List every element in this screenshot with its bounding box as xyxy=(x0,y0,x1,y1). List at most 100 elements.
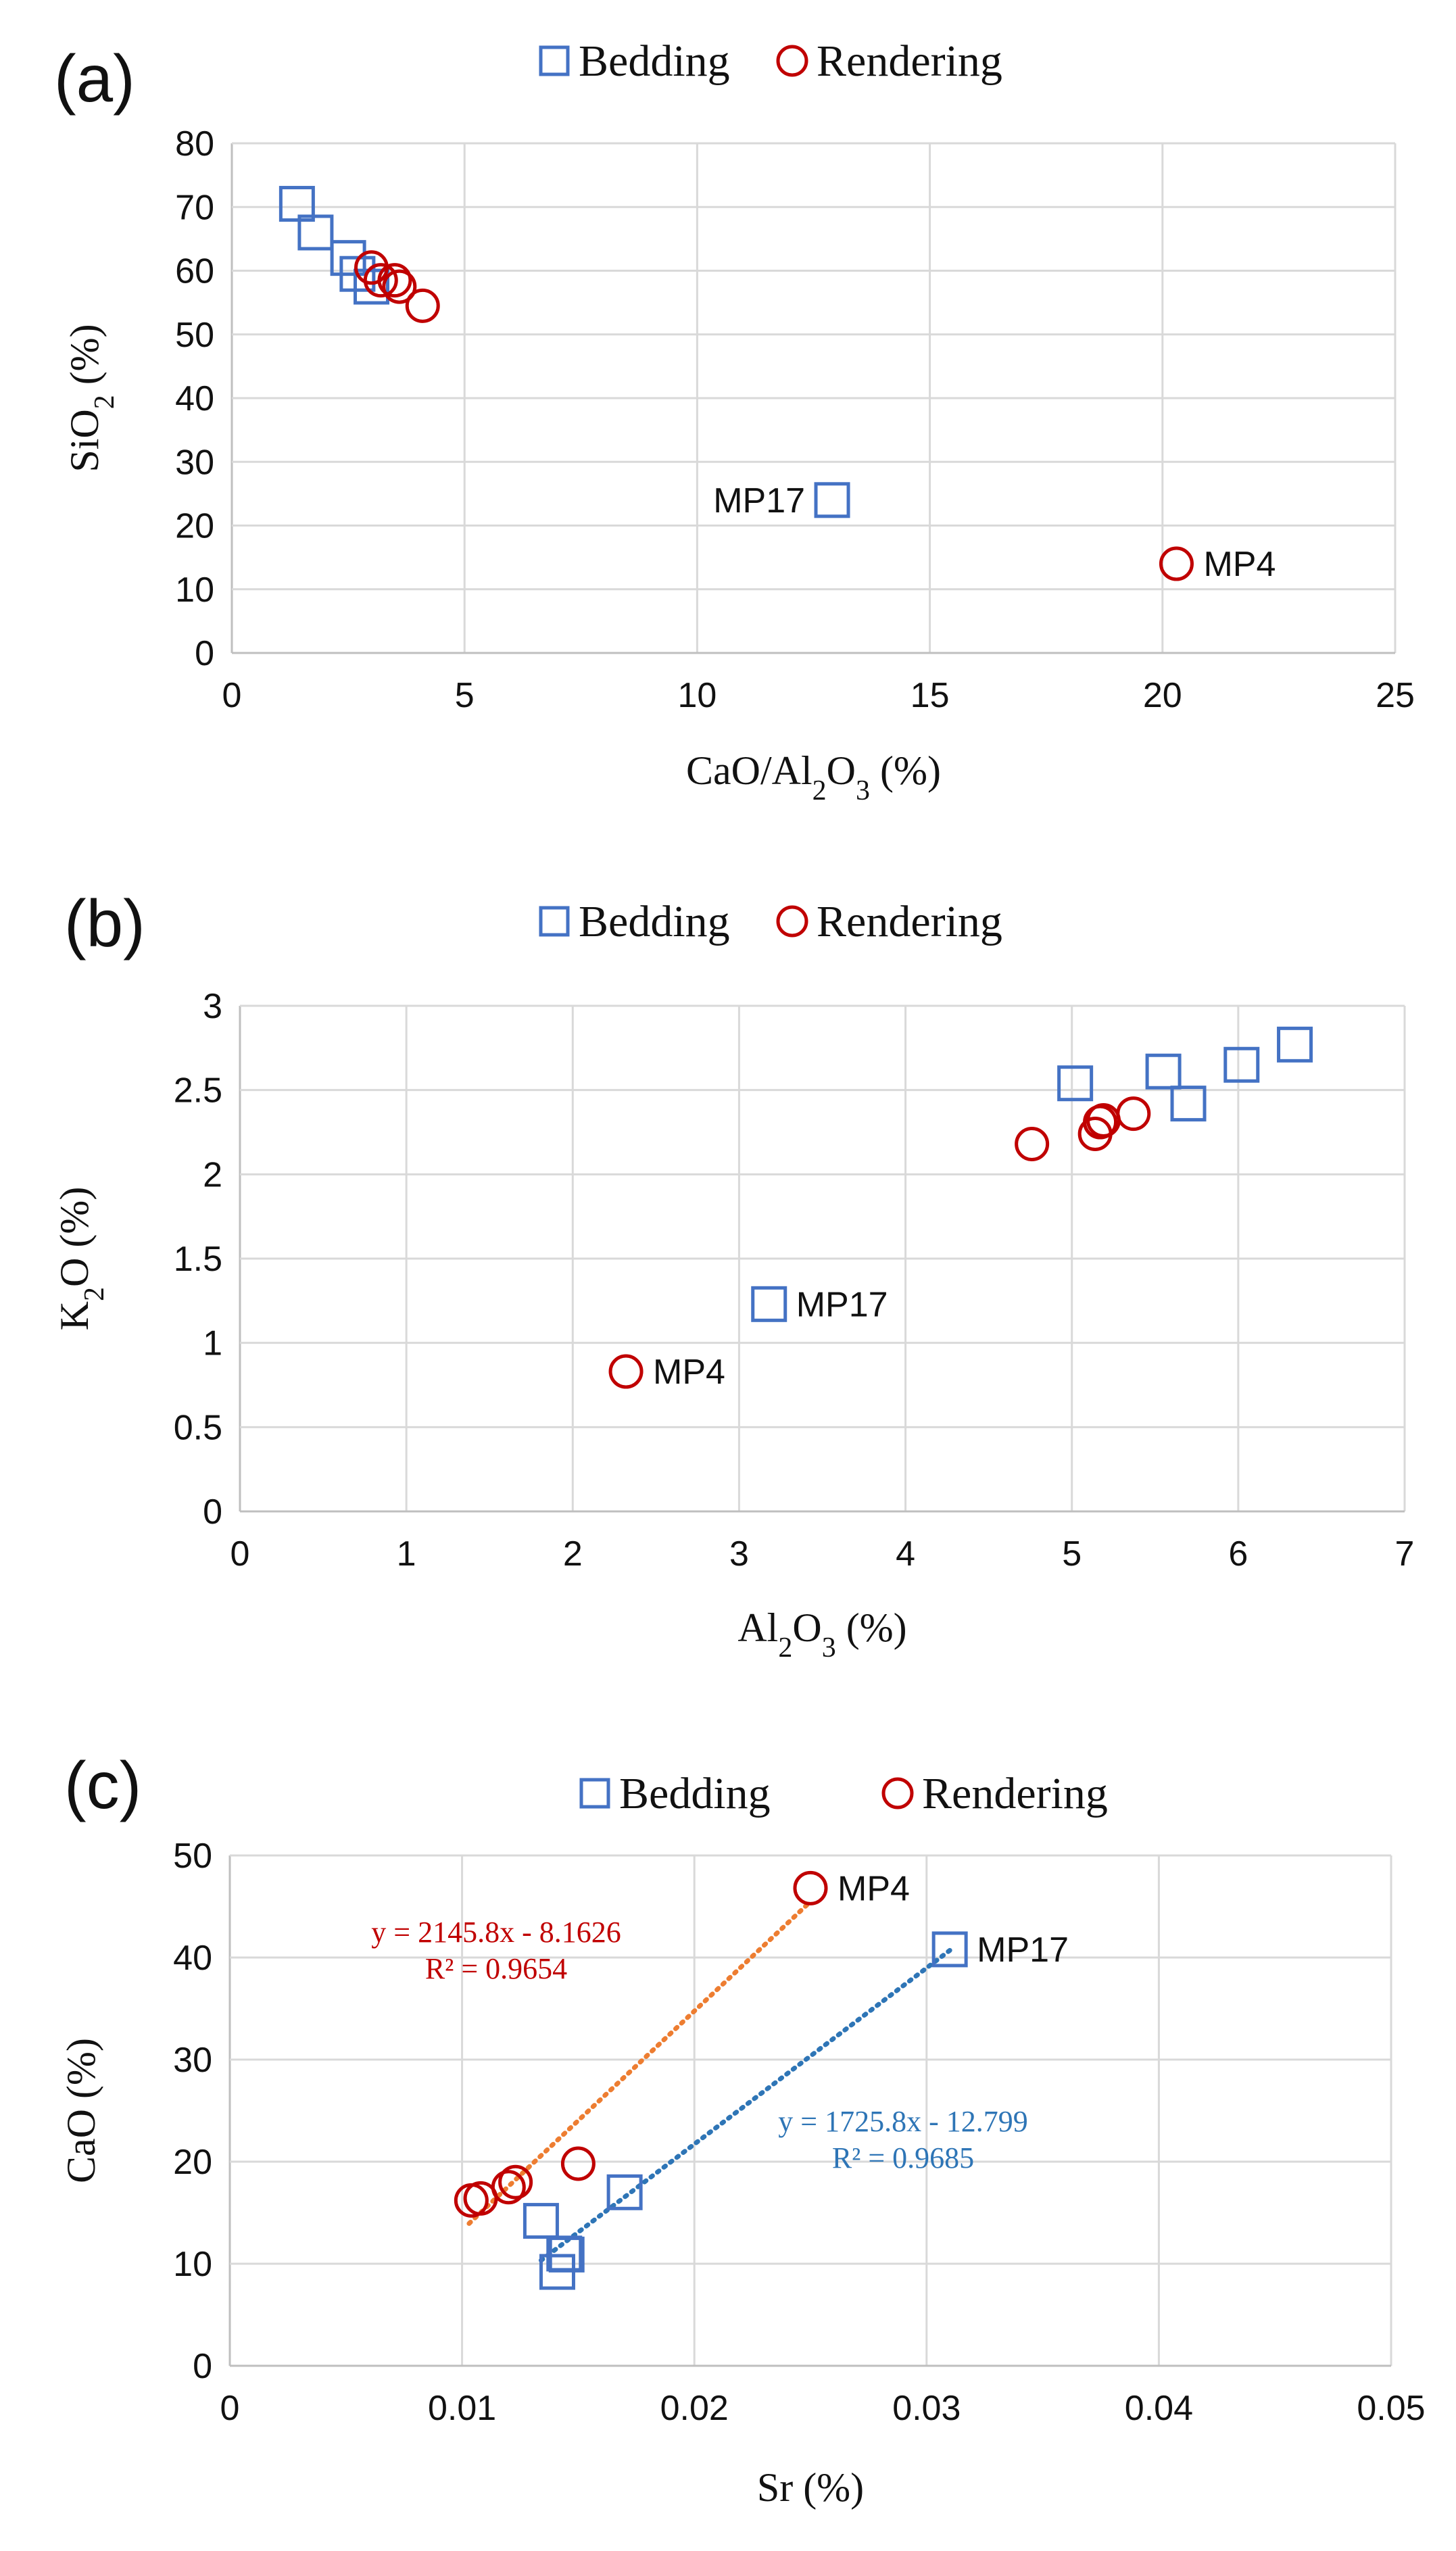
x-axis-title: Al2O3 (%) xyxy=(737,1605,906,1663)
point-label-mp17: MP17 xyxy=(977,1930,1069,1970)
y-tick-label: 1.5 xyxy=(174,1240,222,1279)
bedding-point xyxy=(1170,1086,1207,1122)
bedding-point xyxy=(278,186,315,222)
trendline-equation-rendering: y = 2145.8x - 8.1626 xyxy=(371,1916,621,1949)
panel-letter: (c) xyxy=(64,1748,141,1822)
x-tick-label: 0.04 xyxy=(1125,2389,1193,2428)
y-tick-label: 40 xyxy=(173,1939,212,1978)
x-tick-label: 6 xyxy=(1228,1534,1248,1574)
y-tick-label: 0 xyxy=(195,634,214,673)
bedding-point xyxy=(354,268,390,305)
legend-label-bedding: Bedding xyxy=(579,897,730,946)
y-tick-label: 0.5 xyxy=(174,1408,222,1447)
legend-label-bedding: Bedding xyxy=(619,1769,771,1818)
y-tick-label: 0 xyxy=(203,1492,222,1532)
rendering-point xyxy=(491,2170,526,2205)
x-tick-label: 1 xyxy=(397,1534,416,1574)
x-tick-label: 5 xyxy=(1062,1534,1082,1574)
y-axis-title: SiO2 (%) xyxy=(62,324,120,472)
rendering-point xyxy=(1159,546,1194,581)
bedding-point xyxy=(931,1931,968,1968)
legend-circle-marker xyxy=(881,1777,914,1809)
point-label-mp4: MP4 xyxy=(653,1353,725,1392)
trendline-rendering xyxy=(466,1899,813,2227)
bedding-point xyxy=(546,2235,583,2272)
point-label-mp4: MP4 xyxy=(1203,545,1276,584)
x-tick-label: 2 xyxy=(563,1534,583,1574)
y-tick-label: 70 xyxy=(175,188,214,227)
x-tick-label: 7 xyxy=(1395,1534,1415,1574)
panel-letter: (a) xyxy=(54,41,135,116)
x-tick-label: 0.01 xyxy=(428,2389,496,2428)
x-tick-label: 4 xyxy=(896,1534,915,1574)
legend-circle-marker xyxy=(776,905,808,938)
x-tick-label: 0.05 xyxy=(1357,2389,1425,2428)
legend: Bedding Rendering xyxy=(579,1769,1108,1818)
x-tick-label: 0 xyxy=(222,676,242,715)
x-tick-label: 25 xyxy=(1376,676,1415,715)
legend-label-rendering: Rendering xyxy=(922,1769,1108,1818)
y-tick-label: 50 xyxy=(173,1837,212,1876)
rendering-point xyxy=(793,1870,828,1905)
y-tick-label: 20 xyxy=(173,2143,212,2182)
x-tick-label: 0.03 xyxy=(892,2389,961,2428)
y-tick-label: 2 xyxy=(203,1155,222,1194)
rendering-point xyxy=(382,269,417,304)
rendering-point xyxy=(377,263,412,298)
trendline-r2-bedding: R² = 0.9685 xyxy=(832,2141,974,2175)
x-tick-label: 0.02 xyxy=(660,2389,729,2428)
bedding-point xyxy=(751,1286,787,1322)
rendering-point xyxy=(363,263,398,298)
y-tick-label: 2.5 xyxy=(174,1071,222,1111)
bedding-point xyxy=(523,2203,559,2239)
y-tick-label: 80 xyxy=(175,124,214,164)
x-tick-label: 0 xyxy=(220,2389,240,2428)
bedding-point xyxy=(606,2174,643,2210)
y-tick-label: 10 xyxy=(175,570,214,610)
point-label-mp17: MP17 xyxy=(796,1285,888,1324)
y-axis-title: K2O (%) xyxy=(52,1187,110,1331)
y-tick-label: 1 xyxy=(203,1324,222,1363)
trendline-equation-bedding: y = 1725.8x - 12.799 xyxy=(778,2105,1027,2138)
x-tick-label: 10 xyxy=(677,676,717,715)
y-tick-label: 0 xyxy=(193,2347,212,2386)
y-tick-label: 40 xyxy=(175,379,214,418)
x-tick-label: 5 xyxy=(455,676,475,715)
chart-panel-1: (b) Bedding Rendering 0 1 2 3 4 5 6 7 0 0.5 1 1.5 2 2.5 3… xyxy=(52,886,1414,1663)
bedding-point xyxy=(814,482,850,518)
legend-square-marker xyxy=(539,906,570,937)
bedding-point xyxy=(1057,1065,1094,1102)
y-tick-label: 30 xyxy=(173,2041,212,2080)
x-axis-title: CaO/Al2O3 (%) xyxy=(686,748,941,806)
legend-circle-marker xyxy=(776,45,808,77)
panel-letter: (b) xyxy=(64,886,145,961)
rendering-point xyxy=(405,288,440,323)
rendering-point xyxy=(1015,1126,1050,1161)
legend-label-bedding: Bedding xyxy=(579,37,730,86)
legend-square-marker xyxy=(539,45,570,76)
bedding-point xyxy=(548,2236,585,2273)
y-tick-label: 50 xyxy=(175,316,214,355)
bedding-point xyxy=(1145,1053,1182,1090)
trendline-r2-rendering: R² = 0.9654 xyxy=(425,1952,567,1985)
y-tick-label: 3 xyxy=(203,987,222,1026)
rendering-point xyxy=(1116,1096,1151,1132)
legend-square-marker xyxy=(579,1778,610,1809)
x-axis-title: Sr (%) xyxy=(757,2465,864,2510)
bedding-point xyxy=(1223,1046,1260,1083)
legend-label-rendering: Rendering xyxy=(817,897,1002,946)
rendering-point xyxy=(498,2164,533,2200)
y-tick-label: 20 xyxy=(175,507,214,546)
rendering-point xyxy=(560,2146,596,2181)
rendering-point xyxy=(608,1354,644,1389)
legend: Bedding Rendering xyxy=(539,37,1002,86)
bedding-point xyxy=(1277,1026,1313,1063)
y-tick-label: 10 xyxy=(173,2245,212,2284)
point-label-mp17: MP17 xyxy=(713,481,805,520)
legend-label-rendering: Rendering xyxy=(817,37,1002,86)
x-tick-label: 15 xyxy=(911,676,950,715)
legend: Bedding Rendering xyxy=(539,897,1002,946)
y-tick-label: 60 xyxy=(175,252,214,291)
chart-panel-2: (c) Bedding Rendering 0 0.01 0.02 0.03 0.04 0.05… xyxy=(59,1748,1426,2510)
